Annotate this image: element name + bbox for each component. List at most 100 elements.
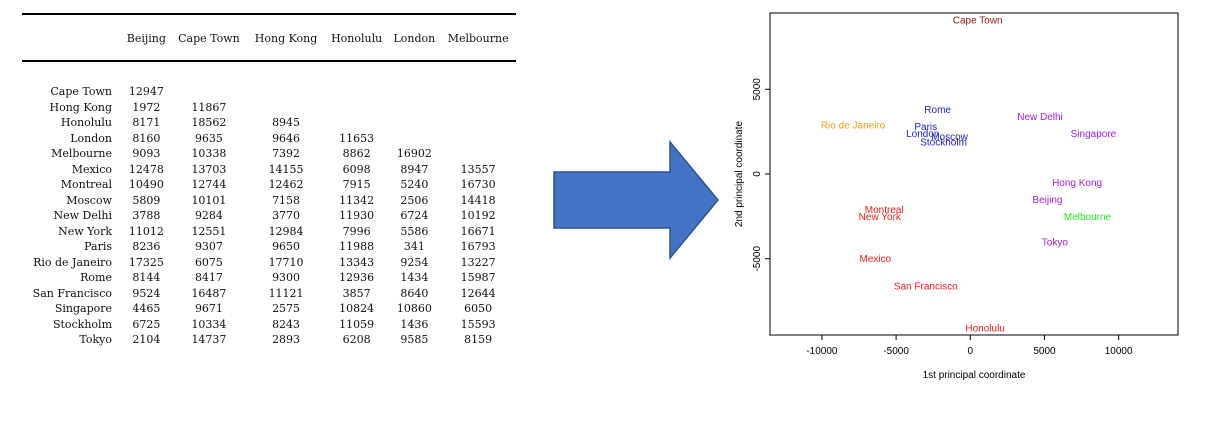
city-point-label: Hong Kong bbox=[1052, 178, 1102, 189]
distance-cell: 9307 bbox=[194, 240, 223, 254]
table-row: Hong Kong 1972 11867 bbox=[22, 100, 516, 116]
distance-cell: 1972 bbox=[132, 100, 161, 114]
table-row: Singapore 4465 9671 2575 10824 10860 6050 bbox=[22, 301, 516, 317]
distance-cell: 9524 bbox=[132, 286, 161, 300]
distance-cell: 1434 bbox=[400, 271, 429, 285]
row-city-label: San Francisco bbox=[32, 286, 112, 300]
column-header: Honolulu bbox=[331, 32, 383, 45]
row-city-label: Hong Kong bbox=[49, 100, 112, 114]
distance-cell: 8236 bbox=[132, 240, 161, 254]
distance-cell: 12936 bbox=[339, 271, 375, 285]
table-row: Cape Town 12947 bbox=[22, 84, 516, 100]
table-row: New Delhi 3788 9284 3770 11930 6724 10192 bbox=[22, 208, 516, 224]
distance-cell bbox=[325, 115, 389, 131]
distance-cell: 2506 bbox=[400, 193, 429, 207]
distance-cell: 1436 bbox=[400, 317, 429, 331]
distance-cell bbox=[325, 100, 389, 116]
distance-cell: 5240 bbox=[400, 178, 429, 192]
distance-cell: 16730 bbox=[460, 178, 496, 192]
distance-cell: 8243 bbox=[272, 317, 301, 331]
distance-cell: 11653 bbox=[339, 131, 375, 145]
distance-cell: 16793 bbox=[460, 240, 496, 254]
distance-table: Beijing Cape Town Hong Kong Honolulu Lon… bbox=[22, 32, 516, 348]
distance-cell: 9635 bbox=[194, 131, 223, 145]
row-city-label: Rome bbox=[80, 271, 112, 285]
distance-cell: 12984 bbox=[268, 224, 304, 238]
city-point-label: Honolulu bbox=[965, 324, 1004, 335]
distance-cell: 15987 bbox=[460, 271, 496, 285]
table-row: Paris 8236 9307 9650 11988 341 16793 bbox=[22, 239, 516, 255]
distance-cell: 11121 bbox=[268, 286, 304, 300]
distance-cell: 8640 bbox=[400, 286, 429, 300]
row-city-label: Moscow bbox=[66, 193, 112, 207]
table-top-rule bbox=[22, 13, 516, 15]
x-tick-label: -5000 bbox=[883, 346, 909, 357]
city-point-label: Beijing bbox=[1032, 195, 1062, 206]
right-arrow-icon bbox=[553, 140, 719, 260]
y-axis-ticks: -5000 0 5000 bbox=[752, 78, 770, 272]
table-header-rule bbox=[22, 60, 516, 62]
x-axis-label: 1st principal coordinate bbox=[923, 370, 1026, 380]
table-row: Melbourne 9093 10338 7392 8862 16902 bbox=[22, 146, 516, 162]
distance-cell: 8945 bbox=[272, 116, 301, 130]
table-row: Montreal 10490 12744 12462 7915 5240 16730 bbox=[22, 177, 516, 193]
distance-cell: 9671 bbox=[194, 302, 223, 316]
row-city-label: London bbox=[70, 131, 112, 145]
row-city-label: Montreal bbox=[60, 178, 112, 192]
distance-cell: 11988 bbox=[339, 240, 375, 254]
row-city-label: Stockholm bbox=[52, 317, 112, 331]
table-row: Mexico 12478 13703 14155 6098 8947 13557 bbox=[22, 162, 516, 178]
distance-cell: 7915 bbox=[342, 178, 371, 192]
distance-cell: 6724 bbox=[400, 209, 429, 223]
distance-cell: 9646 bbox=[272, 131, 301, 145]
arrow-shape bbox=[553, 140, 719, 260]
city-point-label: Rome bbox=[924, 105, 951, 116]
city-point-label: Montreal bbox=[865, 205, 904, 216]
distance-cell: 341 bbox=[403, 240, 425, 254]
distance-cell: 10101 bbox=[191, 193, 227, 207]
row-city-label: Cape Town bbox=[50, 85, 112, 99]
distance-cell: 10334 bbox=[191, 317, 227, 331]
table-row: London 8160 9635 9646 11653 bbox=[22, 131, 516, 147]
distance-cell: 11012 bbox=[128, 224, 164, 238]
table-row: New York 11012 12551 12984 7996 5586 16671 bbox=[22, 224, 516, 240]
x-tick-label: 10000 bbox=[1105, 346, 1133, 357]
city-point-label: London bbox=[906, 129, 939, 140]
city-point-label: Rio de Janeiro bbox=[821, 120, 886, 131]
distance-cell: 9300 bbox=[272, 271, 301, 285]
distance-cell: 12644 bbox=[460, 286, 496, 300]
table-row: San Francisco 9524 16487 11121 3857 8640 12644 bbox=[22, 286, 516, 302]
distance-cell: 11867 bbox=[191, 100, 227, 114]
distance-cell: 11342 bbox=[339, 193, 375, 207]
distance-cell: 18562 bbox=[191, 116, 227, 130]
distance-cell: 16902 bbox=[396, 147, 432, 161]
distance-cell: 8417 bbox=[194, 271, 223, 285]
distance-cell: 13557 bbox=[460, 162, 496, 176]
distance-cell: 10490 bbox=[128, 178, 164, 192]
distance-cell: 4465 bbox=[132, 302, 161, 316]
distance-cell: 16671 bbox=[460, 224, 496, 238]
city-point-label: Cape Town bbox=[953, 15, 1003, 26]
distance-cell: 7392 bbox=[272, 147, 301, 161]
distance-cell bbox=[388, 131, 440, 147]
distance-cell: 13703 bbox=[191, 162, 227, 176]
city-point-label: Melbourne bbox=[1064, 212, 1112, 223]
city-point-label: Paris bbox=[914, 122, 937, 133]
distance-cell: 8171 bbox=[132, 116, 161, 130]
distance-cell bbox=[388, 100, 440, 116]
column-header: Hong Kong bbox=[254, 32, 318, 45]
distance-cell bbox=[325, 84, 389, 100]
distance-cell bbox=[388, 115, 440, 131]
distance-cell: 9284 bbox=[194, 209, 223, 223]
distance-cell: 13343 bbox=[339, 255, 375, 269]
x-axis-ticks: -10000 -5000 0 5000 10000 bbox=[806, 335, 1133, 357]
y-tick-label: 0 bbox=[752, 171, 763, 177]
row-city-label: New York bbox=[58, 224, 112, 238]
column-header: Melbourne bbox=[447, 32, 509, 45]
row-city-label: Honolulu bbox=[60, 116, 112, 130]
table-row: Rio de Janeiro 17325 6075 17710 13343 9254 132… bbox=[22, 255, 516, 271]
distance-cell: 6098 bbox=[342, 162, 371, 176]
distance-cell: 12478 bbox=[128, 162, 164, 176]
city-point-label: Tokyo bbox=[1042, 237, 1069, 248]
distance-cell: 13227 bbox=[460, 255, 496, 269]
